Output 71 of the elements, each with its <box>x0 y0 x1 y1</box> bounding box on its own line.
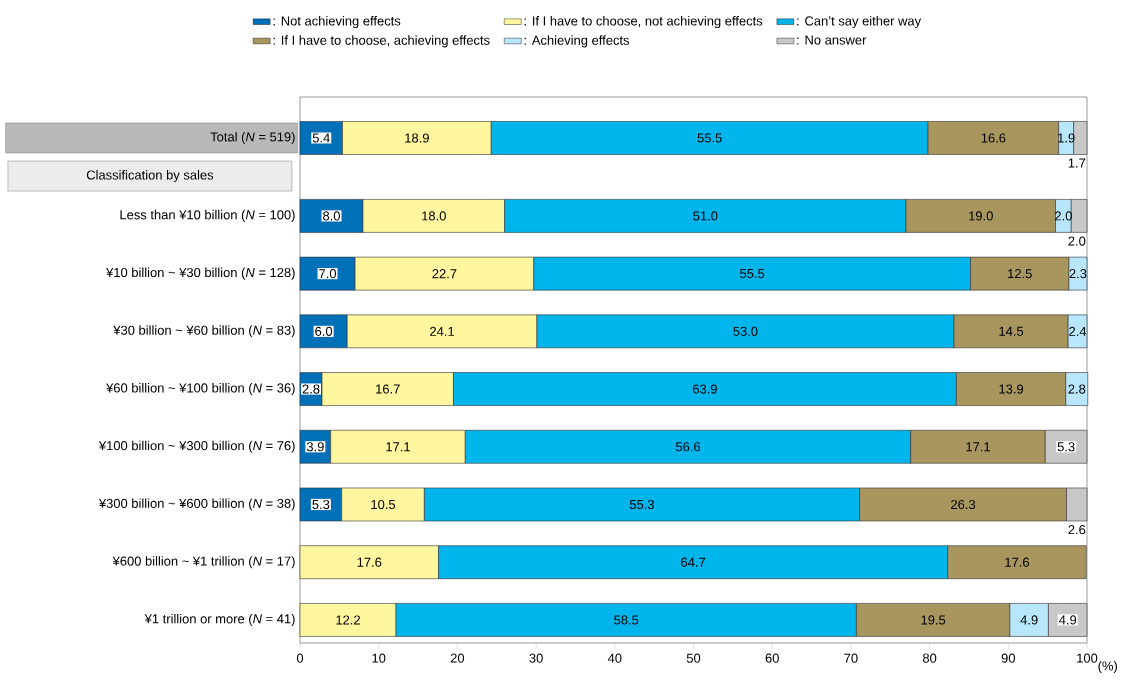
data-label: 63.9 <box>692 384 717 394</box>
data-label: 18.0 <box>422 211 446 221</box>
data-label: 2.3 <box>1069 269 1087 279</box>
data-label: 2.6 <box>1068 525 1086 535</box>
data-label: 5.3 <box>1057 442 1075 452</box>
data-label: 2.0 <box>1068 236 1086 246</box>
data-label: 18.9 <box>405 133 429 143</box>
y-tick-label: Total (N = 519) <box>210 131 295 145</box>
x-tick-label: 0 <box>296 653 304 663</box>
y-tick-label: ¥600 billion ~ ¥1 trillion (N = 17) <box>112 556 295 569</box>
y-tick-label: ¥30 billion ~ ¥60 billion (N = 83) <box>113 325 295 338</box>
data-label: 6.0 <box>315 326 333 336</box>
y-tick-label: ¥10 billion ~ ¥30 billion (N = 128) <box>106 267 295 280</box>
data-label: 10.5 <box>371 499 396 510</box>
data-label: 4.9 <box>1059 615 1077 625</box>
data-label: 17.1 <box>386 442 410 452</box>
data-label: 16.7 <box>376 384 400 394</box>
data-label: 2.8 <box>302 384 320 394</box>
x-tick-label: 100 <box>1077 653 1098 663</box>
x-tick-label: 30 <box>529 653 543 663</box>
data-label: 17.6 <box>1005 557 1030 567</box>
x-tick-label: 80 <box>922 653 937 663</box>
data-label: 12.2 <box>336 615 360 625</box>
data-label: 16.6 <box>981 133 1006 143</box>
x-tick-label: 50 <box>686 653 701 663</box>
x-tick-label: 20 <box>450 653 465 663</box>
legend-label: : Achieving effects <box>524 35 630 48</box>
legend-label: : Can’t say either way <box>797 16 922 29</box>
data-label: 55.3 <box>629 499 654 510</box>
y-tick-label: Less than ¥10 billion (N = 100) <box>120 209 295 222</box>
x-tick-label: 70 <box>844 653 858 663</box>
y-tick-label: ¥100 billion ~ ¥300 billion (N = 76) <box>98 440 295 453</box>
data-label: 2.8 <box>1068 384 1086 394</box>
data-label: 24.1 <box>430 326 455 336</box>
x-tick-label: 60 <box>765 653 779 663</box>
legend-label: : If I have to choose, achieving effects <box>273 35 490 48</box>
data-label: 26.3 <box>951 499 976 510</box>
data-label: 8.0 <box>323 211 340 221</box>
data-label: 22.7 <box>432 269 457 279</box>
y-tick-label: ¥1 trillion or more (N = 41) <box>144 613 295 626</box>
y-tick-label: ¥300 billion ~ ¥600 billion (N = 38) <box>98 498 295 511</box>
data-label: 19.0 <box>969 211 993 221</box>
data-label: 4.9 <box>1020 615 1038 625</box>
data-label: 14.5 <box>999 326 1024 336</box>
data-label: 56.6 <box>675 442 701 452</box>
data-label: 5.4 <box>312 133 330 143</box>
x-tick-label: 90 <box>1001 653 1016 663</box>
data-label: 55.5 <box>697 133 722 143</box>
data-label: 3.9 <box>306 442 324 452</box>
data-label: 1.7 <box>1068 158 1086 168</box>
legend-label: : No answer <box>797 35 867 45</box>
data-label: 58.5 <box>614 615 639 625</box>
data-label: 17.1 <box>966 442 990 452</box>
data-label: 55.5 <box>740 269 765 279</box>
data-label: 2.4 <box>1069 326 1087 336</box>
data-label: 12.5 <box>1008 269 1032 279</box>
x-tick-label: 40 <box>607 653 622 663</box>
data-label: 7.0 <box>319 269 337 279</box>
data-label: 17.6 <box>357 557 382 567</box>
legend-label: : If I have to choose, not achieving effects <box>524 16 763 29</box>
x-axis-title: (%) <box>1098 660 1117 674</box>
data-label: 13.9 <box>999 384 1024 394</box>
y-tick-label: ¥60 billion ~ ¥100 billion (N = 36) <box>106 383 295 396</box>
data-label: 51.0 <box>693 211 718 221</box>
legend-label: : Not achieving effects <box>273 16 401 29</box>
data-label: 19.5 <box>921 615 946 625</box>
text: Classification by sales <box>86 170 214 183</box>
data-label: 5.3 <box>312 499 330 510</box>
data-label: 64.7 <box>681 557 706 567</box>
data-label: 53.0 <box>733 326 758 336</box>
x-tick-label: 10 <box>372 653 386 663</box>
